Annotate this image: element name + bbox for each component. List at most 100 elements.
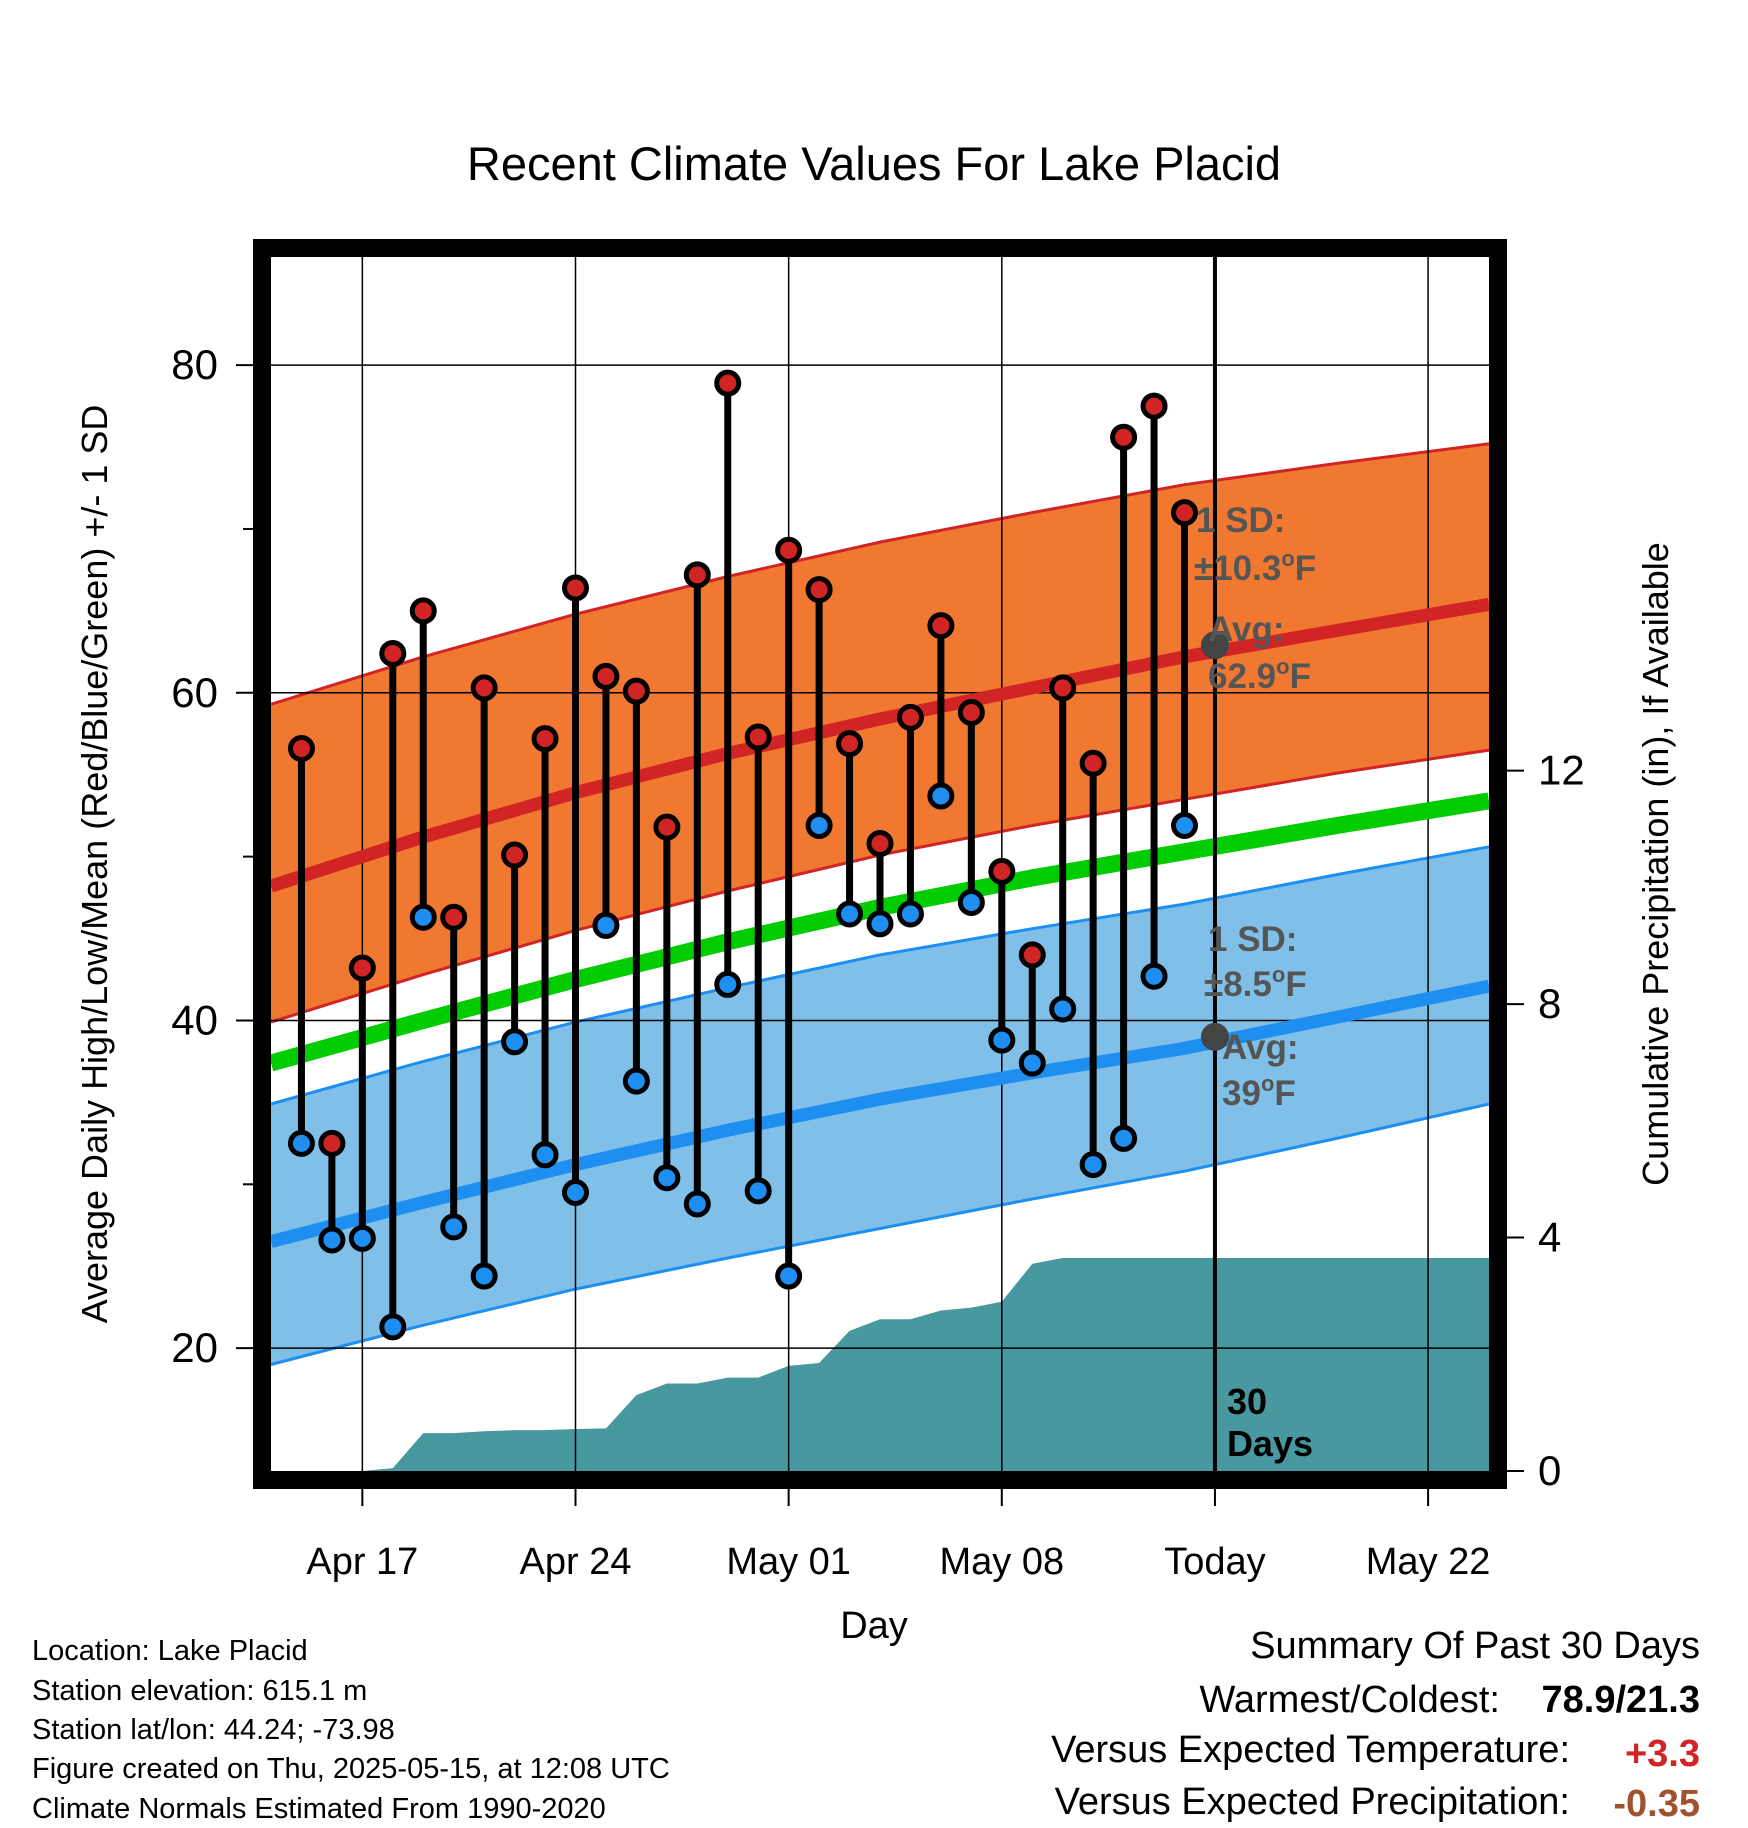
info-normals: Climate Normals Estimated From 1990-2020 [32, 1793, 606, 1825]
days-label-number: 30 [1227, 1381, 1267, 1422]
info-elevation: Station elevation: 615.1 m [32, 1675, 367, 1707]
high-point [988, 857, 1016, 885]
low-point [501, 1028, 529, 1056]
low-point [287, 1129, 315, 1157]
low-sd-title: 1 SD: [1208, 920, 1297, 959]
high-point [470, 674, 498, 702]
summary-panel: Summary Of Past 30 Days Warmest/Coldest:… [1051, 1625, 1700, 1825]
x-tick-label: May 22 [1366, 1541, 1491, 1583]
high-point [1079, 749, 1107, 777]
high-point [927, 612, 955, 640]
chart-title: Recent Climate Values For Lake Placid [467, 137, 1281, 190]
high-point [409, 597, 437, 625]
summary-warmest-value: 78.9/21.3 [1542, 1679, 1700, 1721]
low-point [866, 910, 894, 938]
high-normal-line [269, 597, 1491, 893]
high-point [896, 703, 924, 731]
low-point [927, 782, 955, 810]
y-tick-label: 40 [171, 996, 218, 1043]
high-point [622, 677, 650, 705]
low-point [470, 1262, 498, 1290]
low-point [379, 1313, 407, 1341]
y2-tick-label: 4 [1538, 1214, 1561, 1261]
high-point [562, 574, 589, 602]
low-point [1140, 962, 1168, 990]
high-point [531, 725, 559, 753]
high-point [836, 730, 864, 758]
low-point [836, 900, 864, 928]
high-point [714, 369, 742, 397]
summary-precip-label: Versus Expected Precipitation: [1055, 1781, 1570, 1823]
station-info: Location: Lake Placid Station elevation:… [32, 1635, 670, 1825]
y-axis-label: Average Daily High/Low/Mean (Red/Blue/Gr… [74, 405, 115, 1324]
high-point [653, 813, 681, 841]
low-point [896, 900, 924, 928]
low-sd-band-lower-edge [270, 1102, 1490, 1366]
low-point [1079, 1151, 1107, 1179]
x-tick-label: Today [1164, 1541, 1265, 1583]
high-point [1018, 941, 1046, 969]
summary-temp-value: +3.3 [1625, 1733, 1700, 1775]
days-label-word: Days [1227, 1423, 1313, 1464]
y2-axis-label: Cumulative Precipitation (in), If Availa… [1635, 542, 1676, 1186]
x-tick-label: May 01 [726, 1541, 851, 1583]
low-avg-title: Avg: [1222, 1028, 1298, 1067]
x-tick-label: Apr 17 [306, 1541, 418, 1583]
high-point [957, 698, 985, 726]
summary-warmest-label: Warmest/Coldest: [1199, 1679, 1500, 1721]
low-point [683, 1190, 711, 1218]
high-point [1171, 499, 1198, 527]
high-point [379, 639, 407, 667]
summary-title: Summary Of Past 30 Days [1250, 1625, 1700, 1667]
low-point [988, 1026, 1016, 1054]
low-point [805, 811, 833, 839]
precip-area [271, 1258, 1489, 1471]
low-point [440, 1213, 468, 1241]
high-point [744, 723, 772, 751]
high-point [866, 830, 894, 858]
high-point [348, 954, 376, 982]
high-sd-band-upper-edge [270, 442, 1490, 706]
low-point [653, 1164, 681, 1192]
low-normal-line [269, 979, 1491, 1248]
y2-tick-label: 0 [1538, 1447, 1561, 1494]
high-point [683, 561, 711, 589]
today-low-avg-marker [1200, 1022, 1229, 1051]
low-sd-value: ±8.5oF [1204, 962, 1307, 1004]
high-point [318, 1129, 346, 1157]
low-avg-value: 39oF [1222, 1071, 1296, 1113]
low-point [562, 1178, 589, 1206]
high-sd-value: ±10.3oF [1194, 546, 1316, 588]
x-tick-label: May 08 [939, 1541, 1064, 1583]
x-axis-label: Day [840, 1605, 908, 1647]
low-sd-band-upper-edge [270, 845, 1490, 1106]
high-point [1140, 392, 1168, 420]
plot-frame [253, 239, 1507, 1489]
y2-tick-label: 8 [1538, 980, 1561, 1027]
high-point [805, 576, 833, 604]
low-point [318, 1226, 346, 1254]
low-point [775, 1262, 803, 1290]
low-point [592, 911, 620, 939]
x-tick-label: Apr 24 [520, 1541, 632, 1583]
y2-tick-label: 12 [1538, 747, 1585, 794]
low-point [622, 1067, 650, 1095]
today-high-avg-marker [1200, 631, 1229, 660]
low-point [409, 903, 437, 931]
y-tick-label: 80 [171, 341, 218, 388]
high-point [440, 903, 468, 931]
low-point [1018, 1049, 1046, 1077]
high-point [501, 841, 529, 869]
low-point [348, 1224, 376, 1252]
high-avg-title: Avg: [1208, 610, 1284, 649]
high-point [775, 536, 803, 564]
y-tick-label: 60 [171, 669, 218, 716]
y-tick-label: 20 [171, 1324, 218, 1371]
summary-precip-value: -0.35 [1613, 1783, 1700, 1825]
low-point [531, 1141, 559, 1169]
low-point [1171, 811, 1198, 839]
high-point [592, 662, 620, 690]
low-point [1110, 1124, 1138, 1152]
